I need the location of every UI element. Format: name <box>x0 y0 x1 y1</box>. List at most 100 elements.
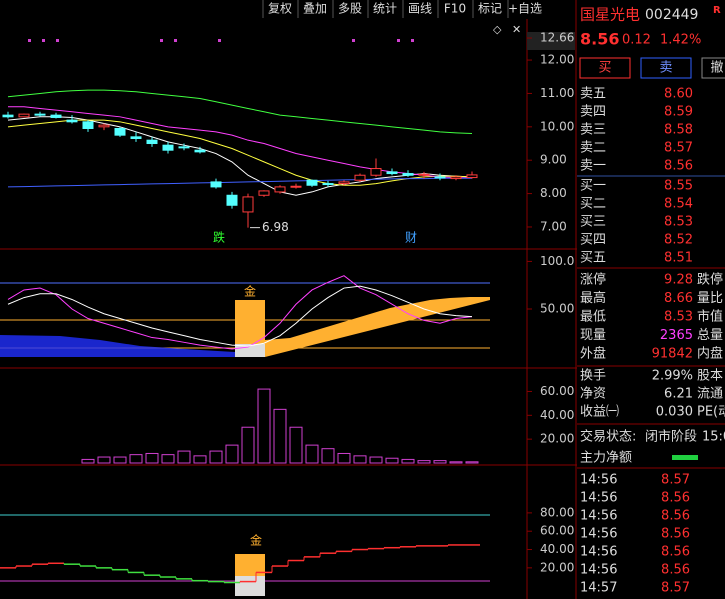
candle-body <box>386 171 398 175</box>
signal-label: 财 <box>405 231 417 245</box>
volume-bar <box>289 426 303 464</box>
icon[interactable]: ✕ <box>512 23 521 36</box>
osc-area <box>0 335 235 357</box>
volume-bar <box>241 426 255 464</box>
icon[interactable]: ◇ <box>493 23 502 36</box>
volume-bar <box>385 457 399 464</box>
stock-name: 国星光电 <box>580 6 640 24</box>
indicator-line <box>7 116 473 196</box>
indicator-line <box>7 275 473 350</box>
candle-body <box>226 194 238 206</box>
volume-bar <box>417 460 431 464</box>
row-label: 买三 <box>580 215 606 230</box>
stat-next: 量比 <box>697 291 723 306</box>
volume-bar <box>305 444 319 464</box>
stat-label: 净资 <box>580 387 606 402</box>
candle-body <box>274 186 286 193</box>
volume-bar <box>273 408 287 464</box>
candle-body <box>34 113 46 116</box>
stat-next: 市值 <box>697 309 723 325</box>
stat-value: 6.21 <box>664 387 693 402</box>
toolbar-button[interactable]: 画线 <box>408 2 432 16</box>
stat-value: 91842 <box>652 347 693 362</box>
y-tick-label: 50.00 <box>540 302 574 316</box>
stat-label: 收益㈠ <box>580 405 619 420</box>
button-frame <box>640 57 692 79</box>
y-tick-label: 40.00 <box>540 408 574 422</box>
row-price: 8.59 <box>664 105 693 120</box>
volume-bar <box>193 455 207 464</box>
volume-bar <box>433 460 447 464</box>
y-tick-label: 60.00 <box>540 384 574 398</box>
candle-body <box>370 168 382 176</box>
trade-button[interactable]: 卖 <box>659 61 672 76</box>
indicator-line <box>8 106 473 179</box>
volume-bar <box>321 448 335 464</box>
row-label: 卖三 <box>580 123 606 138</box>
toolbar-button[interactable]: 统计 <box>373 2 397 16</box>
indicator-line <box>7 89 473 134</box>
stat-value: 0.030 <box>656 405 693 420</box>
candle-body <box>66 119 78 123</box>
stat-label: 现量 <box>580 328 606 343</box>
volume-bar <box>129 454 143 464</box>
row-label: 买一 <box>580 179 606 194</box>
y-tick-label: 100.0 <box>540 254 574 268</box>
volume-bar <box>449 461 463 464</box>
trade-time: 14:56 <box>580 491 617 506</box>
candle-body <box>162 144 174 151</box>
stat-next: PE(动 <box>697 405 725 420</box>
volume-bar <box>161 454 175 464</box>
row-label: 卖四 <box>580 105 606 120</box>
toolbar-button[interactable]: 叠加 <box>303 2 327 16</box>
toolbar-button[interactable]: +自选 <box>508 2 542 16</box>
toolbar-button[interactable]: F10 <box>444 2 466 16</box>
volume-bar <box>113 456 127 464</box>
y-tick-label: 40.00 <box>540 542 574 556</box>
volume-bar <box>257 388 271 464</box>
volume-bar <box>225 444 239 464</box>
trade-time: 14:56 <box>580 545 617 560</box>
candle-body <box>242 196 254 213</box>
volume-bar <box>97 456 111 464</box>
volume-bar <box>337 452 351 464</box>
trade-button[interactable]: 买 <box>598 61 611 76</box>
row-label: 卖一 <box>580 159 606 174</box>
candle-body <box>290 185 302 188</box>
candle-body <box>2 114 14 118</box>
trade-time: 14:56 <box>580 527 617 542</box>
status-time: 15:0 <box>702 430 725 445</box>
stat-label: 最高 <box>580 290 606 306</box>
stat-label: 涨停 <box>580 272 606 288</box>
change-pct: 1.42% <box>660 33 701 48</box>
stat-value: 2.99% <box>652 369 693 384</box>
stat-next: 跌停 <box>697 272 723 288</box>
toolbar-button[interactable]: 复权 <box>268 2 292 16</box>
candle-body <box>322 183 334 186</box>
candle-body <box>50 114 62 118</box>
row-label: 卖二 <box>580 141 606 156</box>
candle-body <box>194 149 206 153</box>
trade-time: 14:56 <box>580 509 617 524</box>
toolbar-button[interactable]: 标记 <box>478 2 502 16</box>
row-price: 8.51 <box>664 251 693 266</box>
toolbar-button[interactable]: 多股 <box>338 2 362 16</box>
stat-label: 换手 <box>580 369 606 384</box>
stat-next: 总量 <box>697 328 723 343</box>
y-tick-label: 7.00 <box>540 219 567 233</box>
flow-bar <box>672 455 698 460</box>
y-tick-label: 60.00 <box>540 524 574 538</box>
row-price: 8.58 <box>664 123 693 138</box>
flow-label: 主力净额 <box>580 451 632 466</box>
stat-next: 股本 <box>697 369 723 384</box>
candle-body <box>402 173 414 176</box>
candle-body <box>258 190 270 196</box>
volume-bar <box>81 458 95 464</box>
signal-label: 金 <box>244 284 256 299</box>
candle-body <box>130 136 142 140</box>
trade-button[interactable]: 撤 <box>710 60 723 76</box>
row-price: 8.60 <box>664 87 693 102</box>
row-label: 买五 <box>580 251 606 266</box>
